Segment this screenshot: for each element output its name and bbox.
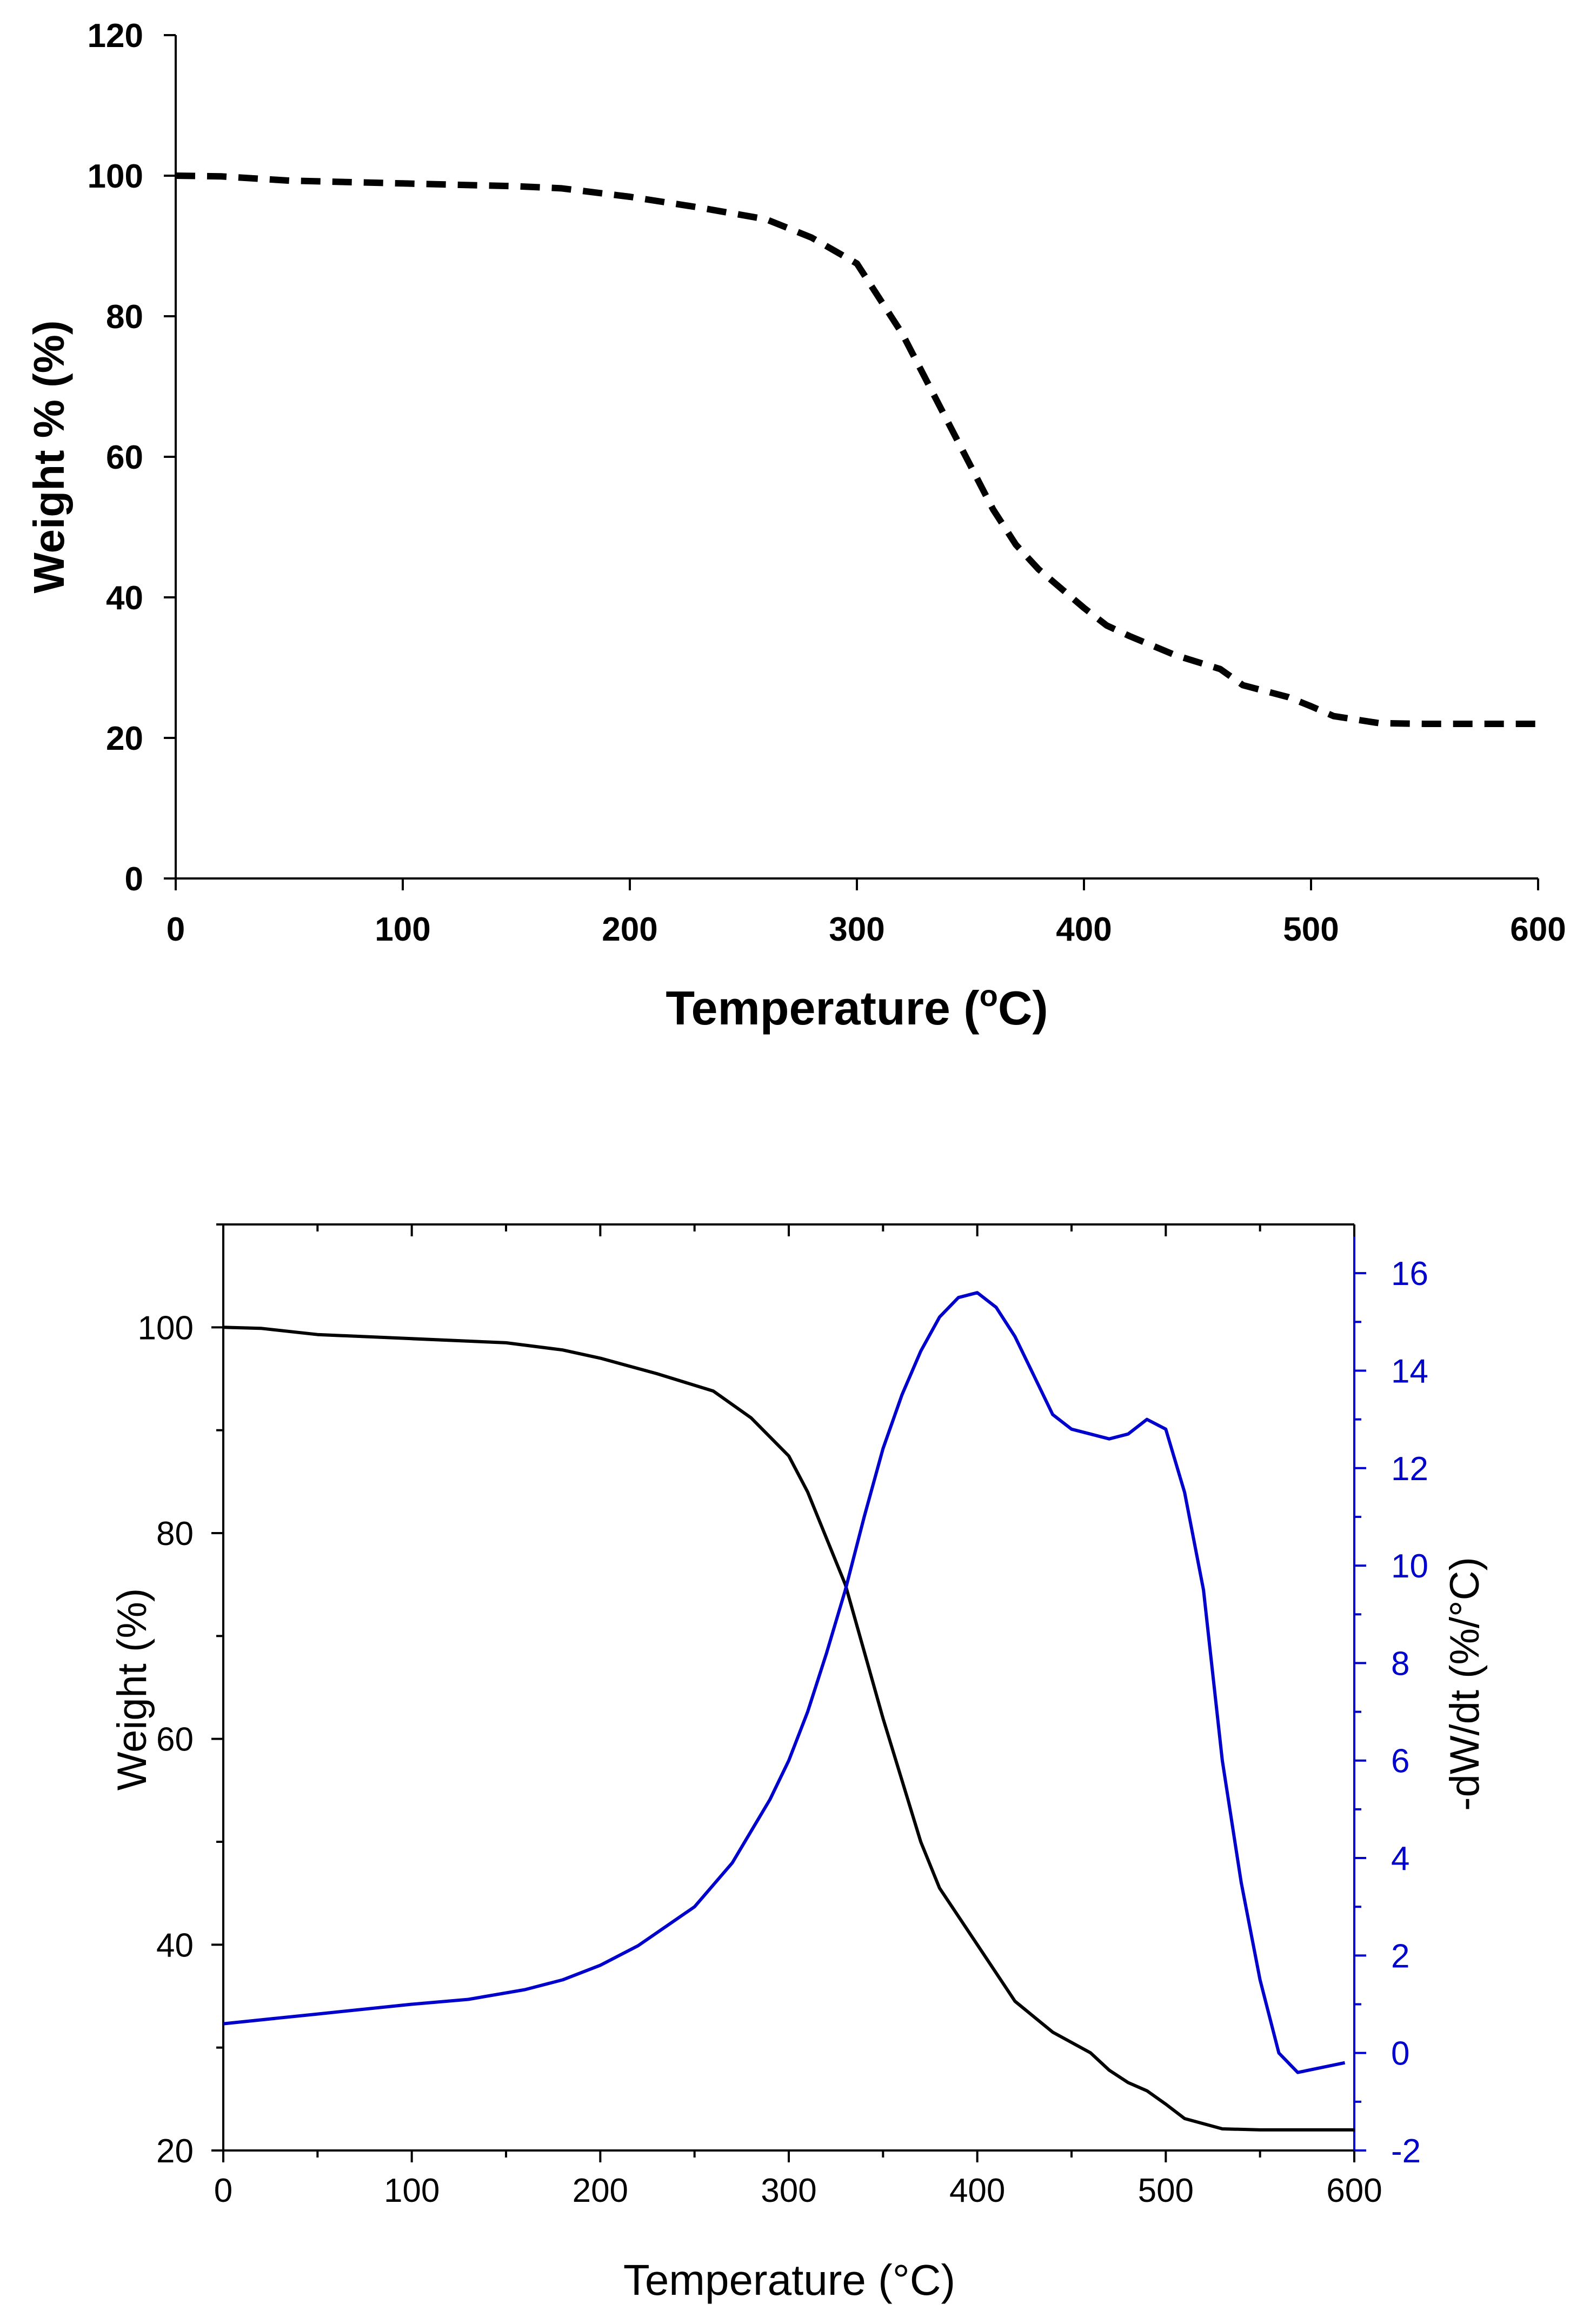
right-y-tick-label: 2: [1391, 1937, 1409, 1975]
x-tick-label: 100: [375, 911, 430, 948]
x-axis-label-superscript: o: [980, 978, 998, 1013]
y-tick-label: 20: [106, 720, 143, 757]
x-tick-label: 300: [829, 911, 884, 948]
x-tick-label: 0: [214, 2172, 232, 2209]
right-y-tick-label: 16: [1391, 1255, 1428, 1293]
x-tick-label: 200: [573, 2172, 628, 2209]
y-tick-label: 60: [106, 439, 143, 476]
x-tick-label: 500: [1283, 911, 1339, 948]
right-y-tick-label: 14: [1391, 1353, 1428, 1390]
left-y-axis-label: Weight (%): [109, 1588, 155, 1790]
left-y-tick-label: 60: [156, 1721, 194, 1759]
y-tick-label: 40: [106, 580, 143, 617]
right-y-tick-label: 4: [1391, 1840, 1409, 1877]
right-y-tick-label: 8: [1391, 1645, 1409, 1682]
y-tick-label: 80: [106, 298, 143, 336]
right-y-axis-label: -dW/dt (%/°C): [1442, 1557, 1488, 1811]
x-tick-label: 100: [384, 2172, 440, 2209]
right-y-tick-label: 0: [1391, 2035, 1409, 2073]
left-y-tick-label: 40: [156, 1927, 194, 1964]
x-tick-label: 0: [167, 911, 185, 948]
left-y-tick-label: 20: [156, 2133, 194, 2170]
x-tick-label: 500: [1138, 2172, 1194, 2209]
x-axis-label: Temperature (°C): [623, 2256, 955, 2304]
x-axis-label-main: Temperature (: [666, 981, 980, 1035]
x-tick-label: 400: [949, 2172, 1005, 2209]
x-tick-label: 600: [1326, 2172, 1382, 2209]
left-y-tick-label: 100: [138, 1309, 194, 1347]
weight-dashed-line: [175, 172, 1538, 727]
tga-weight-chart: 0 100 200 300 400 500 600 0 20 40 60 80 100 120 Temp…: [25, 17, 1566, 1035]
x-tick-label: 300: [761, 2172, 816, 2209]
right-y-tick-label: -2: [1391, 2133, 1421, 2170]
y-tick-label: 0: [125, 861, 143, 898]
x-axis-label-tail: C): [998, 981, 1048, 1035]
right-y-tick-label: 10: [1391, 1548, 1428, 1585]
dwdt-line: [223, 1291, 1346, 2074]
right-y-tick-label: 12: [1391, 1450, 1428, 1488]
x-axis-label: Temperature (oC): [666, 978, 1048, 1035]
x-tick-label: 200: [602, 911, 657, 948]
weight-line: [223, 1326, 1354, 2132]
y-axis-label: Weight % (%): [25, 320, 73, 593]
x-tick-label: 600: [1510, 911, 1566, 948]
right-y-tick-label: 6: [1391, 1743, 1409, 1780]
left-y-tick-label: 80: [156, 1515, 194, 1553]
tga-dtg-chart: 0 100 200 300 400 500 600 20 40 60 80 100 -2 0 2 4 6 8 1…: [109, 1223, 1488, 2304]
x-tick-label: 400: [1056, 911, 1112, 948]
y-tick-label: 100: [88, 158, 143, 195]
y-tick-label: 120: [88, 17, 143, 55]
